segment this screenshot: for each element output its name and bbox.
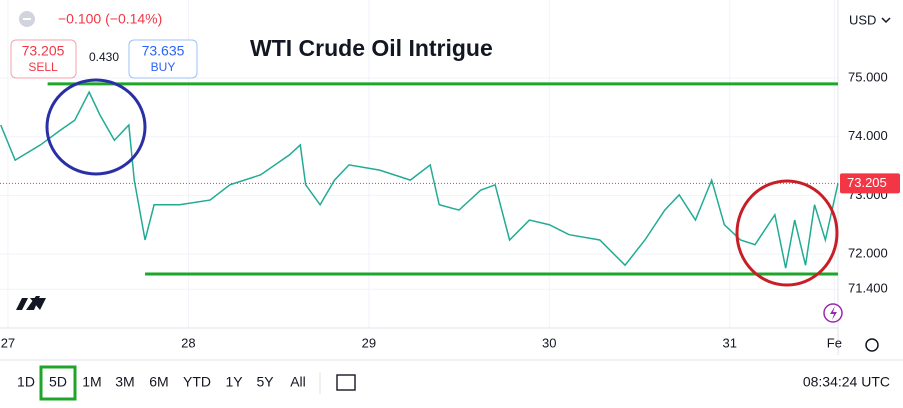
highlight-circle — [45, 78, 147, 176]
last-price-tag — [840, 173, 900, 194]
toolbar: 1D 5D 1M 3M 6M YTD 1Y 5Y All — [17, 365, 306, 401]
last-price-label: 73.205 — [847, 175, 887, 190]
range-button[interactable]: All — [290, 374, 306, 390]
range-button[interactable]: 6M — [149, 374, 168, 390]
x-tick-label: 27 — [1, 335, 15, 350]
sell-button[interactable] — [10, 39, 77, 79]
range-button[interactable]: YTD — [183, 374, 211, 390]
sell-price: 73.205 — [22, 43, 65, 59]
collapse-icon-bar — [23, 18, 31, 20]
buy-label: BUY — [151, 60, 176, 74]
y-tick-label: 74.000 — [848, 128, 888, 143]
currency[interactable]: USD — [849, 12, 876, 27]
chart-title: WTI Crude Oil Intrigue — [250, 35, 493, 61]
range-button[interactable]: 5D — [49, 374, 67, 390]
y-tick-label: 72.000 — [848, 246, 888, 261]
x-tick-label: Fe — [827, 335, 842, 350]
range-button[interactable]: 1D — [17, 374, 35, 390]
spread: 0.430 — [89, 50, 119, 64]
active-range-box — [39, 365, 77, 401]
range-button[interactable]: 1Y — [225, 374, 243, 390]
buy-button[interactable] — [128, 39, 198, 79]
x-tick-label: 30 — [542, 335, 556, 350]
range-button[interactable]: 3M — [115, 374, 134, 390]
highlight-circle — [735, 179, 839, 287]
settings-icon[interactable] — [865, 338, 879, 352]
x-tick-label: 31 — [722, 335, 736, 350]
currency-chevron — [881, 17, 891, 24]
y-tick-label: 75.000 — [848, 69, 888, 84]
logo — [16, 296, 46, 310]
range-button[interactable]: 5Y — [256, 374, 274, 390]
clock: 08:34:24 UTC — [803, 374, 890, 390]
sell-label: SELL — [28, 60, 58, 74]
x-tick-label: 29 — [362, 335, 376, 350]
y-tick-label: 71.400 — [848, 281, 888, 296]
range-button[interactable]: 1M — [82, 374, 101, 390]
price-change: −0.100 (−0.14%) — [58, 11, 162, 27]
x-tick-label: 28 — [181, 335, 195, 350]
date-range-icon[interactable] — [336, 374, 356, 391]
buy-price: 73.635 — [142, 43, 185, 59]
lightning-glyph — [830, 306, 837, 320]
